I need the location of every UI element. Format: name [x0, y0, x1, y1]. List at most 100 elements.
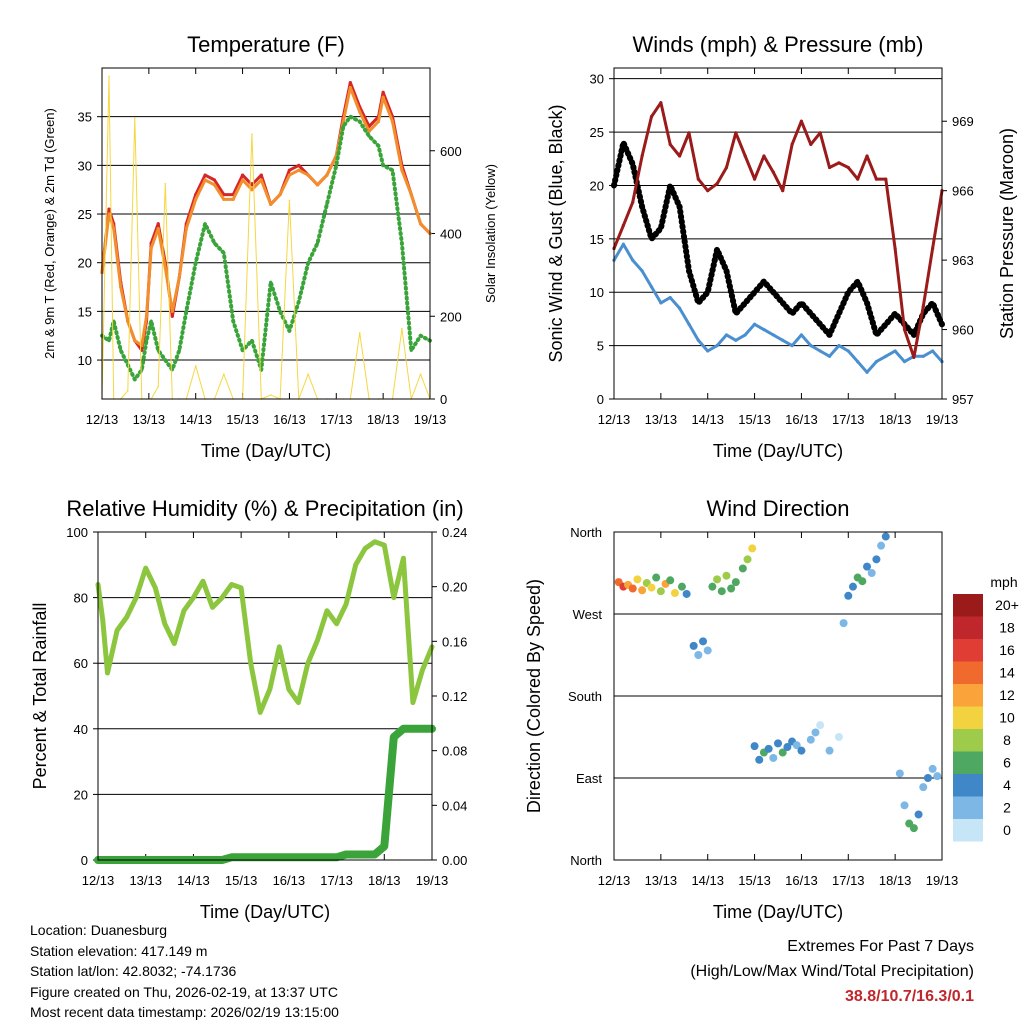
data-point	[194, 197, 198, 202]
direction-point	[900, 801, 909, 810]
y-axis-label: Percent & Total Rainfall	[30, 603, 50, 790]
direction-point	[872, 555, 881, 564]
data-point	[222, 251, 226, 255]
data-point	[902, 327, 907, 332]
data-point	[649, 115, 654, 119]
direction-point	[881, 532, 890, 541]
x-tick-label: 16/13	[785, 412, 818, 427]
y-tick-label: 10	[590, 285, 604, 300]
data-point	[288, 199, 291, 202]
direction-point	[923, 774, 932, 782]
data-point	[649, 285, 654, 289]
direction-point	[928, 764, 937, 773]
legend-label: 10	[999, 710, 1015, 726]
chart-humidity: 0 20 40 60 80 100 0.00 0.04 0.08 0.12 0.16 0.20 0.24…	[30, 496, 467, 922]
y-right-tick-label: 969	[952, 114, 974, 129]
data-point	[837, 311, 841, 316]
y-right-tick-label: 0.04	[442, 798, 467, 813]
location-text: Location: Duanesburg	[30, 922, 167, 938]
direction-point	[670, 589, 679, 598]
data-point	[259, 178, 263, 182]
data-point	[222, 192, 226, 197]
data-point	[134, 596, 138, 600]
direction-point	[825, 746, 834, 755]
data-point	[223, 373, 225, 375]
data-point	[678, 306, 682, 310]
y-tick-label: East	[576, 771, 602, 786]
x-tick-label: 14/13	[691, 873, 724, 888]
data-point	[400, 168, 404, 172]
chart-title: Winds (mph) & Pressure (mb)	[633, 32, 924, 57]
legend-swatch	[953, 639, 983, 662]
x-tick-label: 13/13	[645, 412, 678, 427]
data-point	[846, 349, 850, 353]
data-point	[315, 638, 320, 642]
data-point	[706, 290, 710, 294]
x-tick-label: 15/13	[225, 873, 258, 888]
x-tick-label: 14/13	[179, 412, 212, 427]
data-point	[249, 661, 253, 665]
data-point	[781, 301, 785, 305]
data-point	[287, 173, 292, 177]
legend-label: 14	[999, 665, 1015, 681]
data-point	[837, 161, 841, 165]
data-point	[668, 183, 672, 188]
y-right-tick-label: 960	[952, 323, 974, 338]
data-point	[884, 322, 888, 326]
data-point	[354, 563, 358, 567]
data-point	[163, 265, 167, 270]
data-point	[358, 119, 362, 124]
data-point	[133, 338, 137, 343]
data-point	[268, 687, 272, 692]
legend-swatch	[953, 751, 983, 774]
data-point	[734, 338, 738, 342]
x-tick-label: 17/13	[832, 873, 865, 888]
x-tick-label: 15/13	[226, 412, 259, 427]
data-point	[715, 247, 719, 252]
data-point	[884, 354, 888, 358]
data-point	[734, 131, 738, 135]
legend-label: 4	[1003, 777, 1011, 793]
x-tick-label: 19/13	[416, 873, 449, 888]
x-tick-label: 13/13	[133, 412, 166, 427]
data-point	[119, 348, 123, 352]
x-tick-label: 14/13	[177, 873, 210, 888]
data-point	[296, 700, 300, 705]
plot-frame	[97, 531, 433, 861]
legend-swatch	[953, 729, 983, 752]
data-point	[409, 192, 413, 197]
direction-point	[895, 769, 904, 778]
legend-swatch	[953, 661, 983, 684]
data-point	[687, 269, 691, 273]
direction-point	[652, 573, 661, 582]
x-tick-label: 16/13	[273, 873, 306, 888]
y-right-tick-label: 400	[440, 227, 462, 242]
data-point	[827, 333, 832, 337]
legend-swatch	[953, 819, 983, 842]
data-point	[846, 290, 850, 294]
data-point	[315, 855, 320, 859]
data-point	[239, 855, 243, 859]
y-right-axis-label: Station Pressure (Maroon)	[997, 128, 1017, 339]
direction-point	[647, 583, 656, 592]
data-point	[101, 618, 105, 623]
data-point	[420, 727, 425, 731]
data-point	[144, 314, 149, 318]
data-point	[203, 178, 207, 182]
data-point	[201, 579, 205, 583]
direction-point	[717, 587, 726, 596]
data-point	[874, 177, 879, 181]
data-point	[846, 165, 850, 170]
data-point	[818, 131, 822, 135]
direction-point	[682, 589, 691, 598]
data-point	[827, 165, 832, 170]
data-point	[734, 311, 738, 316]
data-point	[799, 119, 804, 123]
y-tick-label: 100	[66, 525, 88, 540]
data-point	[182, 609, 186, 613]
data-point	[115, 628, 119, 633]
y-right-tick-label: 0.24	[442, 525, 467, 540]
data-point	[931, 349, 935, 353]
data-point	[799, 333, 804, 337]
data-point	[163, 622, 167, 626]
